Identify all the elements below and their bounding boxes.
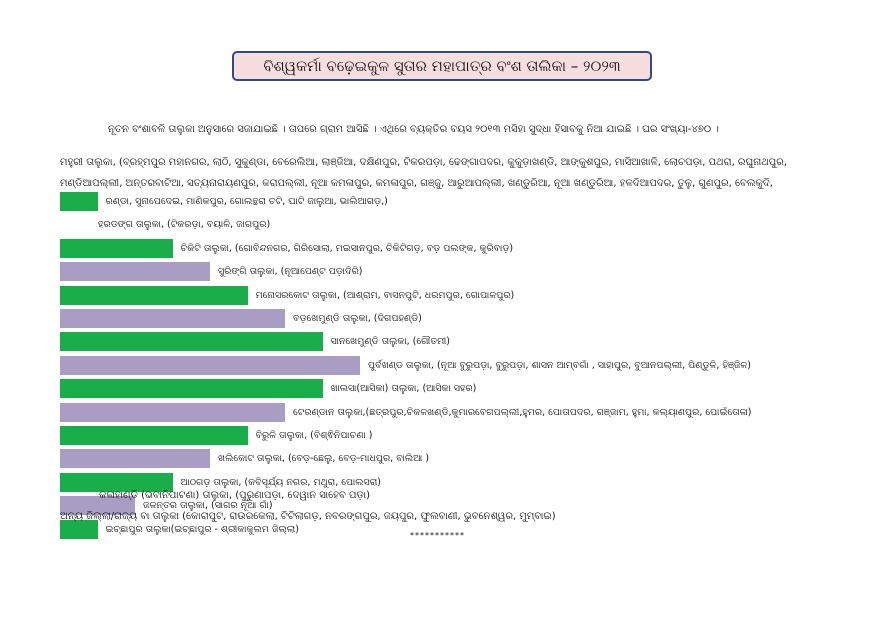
taluka-label: ଜଳନ୍ତର ତାଲୁକା, (ସାଗର ନୂଆ ଗାଁ) (143, 500, 273, 512)
taluka-bar (60, 238, 173, 258)
taluka-label: ସାନଖେମୁଣ୍ଡି ତାଲୁକା, (ଗୌତମୀ) (330, 336, 451, 348)
taluka-bar (60, 332, 323, 352)
taluka-label: ଖାଲସା(ଆସିକା) ତାଲୁକା, (ଆସିକା ସହର) (330, 383, 477, 395)
taluka-bar (60, 449, 210, 469)
taluka-label: ଟେରଣ୍ଡାନ ତାଲୁକା,(ଛତ୍ରପୁର,ଚିକଳଖଣ୍ଡି,କୁମାର… (293, 406, 752, 418)
taluka-bar (60, 309, 285, 328)
taluka-label: ଆଠଗଡ଼ ତାଲୁକା, (କବିସୂର୍ଯ୍ୟ ନଗର, ମଥୁରା, ପୋ… (180, 476, 382, 488)
footer-stars: *********** (410, 531, 465, 540)
mahuri-line-1: ମହୁରୀ ତାଲୁକା, (ବ୍ରହ୍ମପୁର ମହାନଗର, ଲାଠି, ସ… (60, 157, 788, 168)
taluka-label: ସୁରିଙ୍ଗି ତାଲୁକା, (ନୂଆପେଣ୍ଟ ପଡ଼ାଦିରି) (218, 266, 363, 278)
taluka-bar (60, 262, 210, 282)
taluka-label: ଖଲିକୋଟ ତାଲୁକା, (ବେଡ଼-ଛେଲୁ, ବେଡ଼-ମାଧପୁର, … (218, 453, 430, 465)
taluka-bar (60, 379, 323, 399)
taluka-bar (60, 426, 248, 445)
intro-text: ନୂତନ ବଂଶାବଳି ତାଲୁକା ଅନୁସାରେ ସଜାଯାଇଛି । ତ… (108, 124, 719, 135)
taluka-bar (60, 192, 98, 211)
taluka-label: ମନୋସରକୋଟ ତାଲୁକା, (ଆଶ୍ରାମ, ବାସନପୁଟି, ଧରମପ… (255, 289, 515, 301)
taluka-label: ବିରୁଳି ତାଲୁକା, (ବିଶ୍ଵିନିପାଚଣା ) (255, 430, 373, 441)
other-districts-line: ଅନ୍ୟ ଜିଲ୍ଲା/ରାଜ୍ୟ ବା ତାଲୁକା (କୋରାପୁଟ, ରା… (60, 511, 556, 522)
taluka-label: ଇଚ୍ଛାପୁର ତାଲୁକା(ଇଚ୍ଛାପୁର - ଶ୍ରୀକାକୁଲମ ଜି… (105, 523, 299, 535)
taluka-bar (60, 519, 98, 539)
taluka-label: ହରଡଙ୍ଗ ତାଲୁକା, (ଟିକରଡ଼ା, ବୟାଳି, ଜାଗପୁର) (98, 219, 271, 231)
kalahandi-line: କଳାହାଣ୍ଡି (ଭବାନିପାଟଣା) ତାଲୁକା, (ପୁରୁଣାପଡ… (99, 490, 371, 501)
mahuri-line-2: ମଣ୍ଡିଆପଲ୍ଲୀ, ଅନ୍ତରବାଟିଆ, ସତ୍ୟନାରାୟଣପୁର, … (60, 178, 773, 189)
taluka-label: ରଣ୍ଡା, ସୁନାପେଦେଇ, ମାଣିକପୁର, ଗୋଲନ୍ଥରା ଚଟି… (105, 196, 388, 207)
taluka-label: ପୁର୍ବଖଣ୍ଡ ତାଲୁକା, (ନୂଆ ବୁରୁପଡ଼ା, ବୁରୁପଡ଼… (368, 359, 752, 371)
taluka-bar (60, 285, 248, 305)
taluka-bar (60, 472, 173, 492)
taluka-label: ବଡ଼ଖେମୁଣ୍ଡି ତାଲୁକା, (ଦିଗପହଣ୍ଡି) (293, 313, 422, 324)
taluka-bar (60, 402, 285, 422)
taluka-bar (60, 355, 360, 375)
document-title: ବିଶ୍ୱକର୍ମା ବଢ଼େଇକୁଳ ସୁତାର ମହାପାତ୍ର ବଂଶ ତ… (232, 51, 652, 81)
taluka-bar (60, 496, 135, 516)
taluka-label: ଚିକିଟି ତାଲୁକା, (ଗୋବିନ୍ଦନଗର, ଗିରିସୋଲା, ମଇ… (180, 242, 514, 254)
